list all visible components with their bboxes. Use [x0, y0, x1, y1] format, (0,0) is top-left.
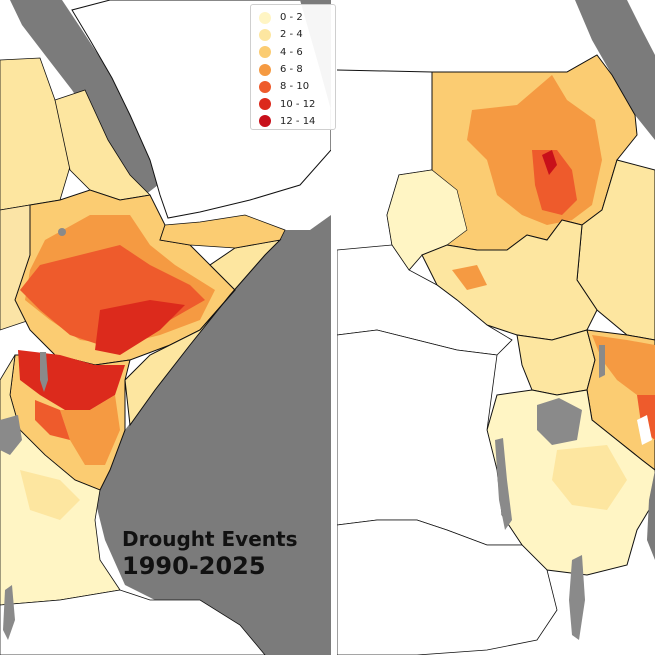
legend-swatch	[259, 46, 271, 59]
legend-label: 0 - 2	[280, 12, 303, 24]
hotspot-kenya-orange	[592, 335, 655, 400]
shade-tanzania	[20, 470, 80, 520]
lake-tana	[58, 228, 66, 236]
shade-tanzania	[552, 445, 627, 510]
legend-item: 2 - 4	[259, 26, 335, 43]
red-sea	[575, 0, 655, 140]
hotspot-ethiopia-darkred	[95, 300, 185, 355]
lake-turkana	[40, 352, 48, 392]
legend-item: 10 - 12	[259, 95, 335, 112]
map-title-line2: 1990-2025	[122, 552, 266, 580]
legend-swatch	[259, 63, 271, 76]
legend-label: 12 - 14	[280, 115, 316, 127]
indian-ocean	[95, 215, 331, 655]
legend-label: 6 - 8	[280, 64, 303, 76]
lake-malawi	[3, 585, 15, 640]
legend-swatch	[259, 98, 271, 111]
map-legend: 0 - 2 2 - 4 4 - 6 6 - 8 8 - 10 10 - 12 1…	[250, 4, 336, 130]
lake-malawi	[569, 555, 585, 640]
map-sudan-east-africa	[337, 0, 655, 655]
legend-label: 8 - 10	[280, 81, 310, 93]
lake-tanganyika	[495, 438, 512, 530]
map-title: Drought Events 1990-2025	[122, 528, 298, 581]
hotspot-kenya-orange	[60, 395, 120, 465]
hotspot-kenya-red	[35, 400, 70, 440]
hotspot-sudan-red	[532, 150, 577, 215]
legend-swatch	[259, 11, 271, 24]
region-somalia	[124, 239, 282, 427]
panel-divider	[331, 0, 337, 655]
legend-item: 0 - 2	[259, 9, 335, 26]
map-sudan-svg	[337, 0, 655, 655]
legend-swatch	[259, 28, 271, 41]
legend-item: 12 - 14	[259, 113, 335, 130]
legend-item: 4 - 6	[259, 44, 335, 61]
legend-swatch	[259, 80, 271, 93]
region-zambia-outside	[337, 519, 558, 655]
lake-turkana	[599, 345, 605, 378]
lake-victoria	[537, 398, 582, 445]
hotspot-sudan-darkred	[542, 150, 557, 175]
lake-victoria	[0, 415, 22, 455]
legend-item: 8 - 10	[259, 78, 335, 95]
map-title-line1: Drought Events	[122, 527, 298, 551]
legend-label: 2 - 4	[280, 29, 303, 41]
region-somaliland	[159, 214, 286, 249]
legend-item: 6 - 8	[259, 61, 335, 78]
region-south-outside	[0, 589, 266, 655]
legend-label: 10 - 12	[280, 98, 316, 110]
legend-swatch	[259, 115, 271, 128]
kenya-white-patch	[637, 415, 652, 445]
hotspot-south-sudan	[452, 265, 487, 290]
legend-label: 4 - 6	[280, 46, 303, 58]
indian-ocean-sliver	[647, 470, 655, 560]
